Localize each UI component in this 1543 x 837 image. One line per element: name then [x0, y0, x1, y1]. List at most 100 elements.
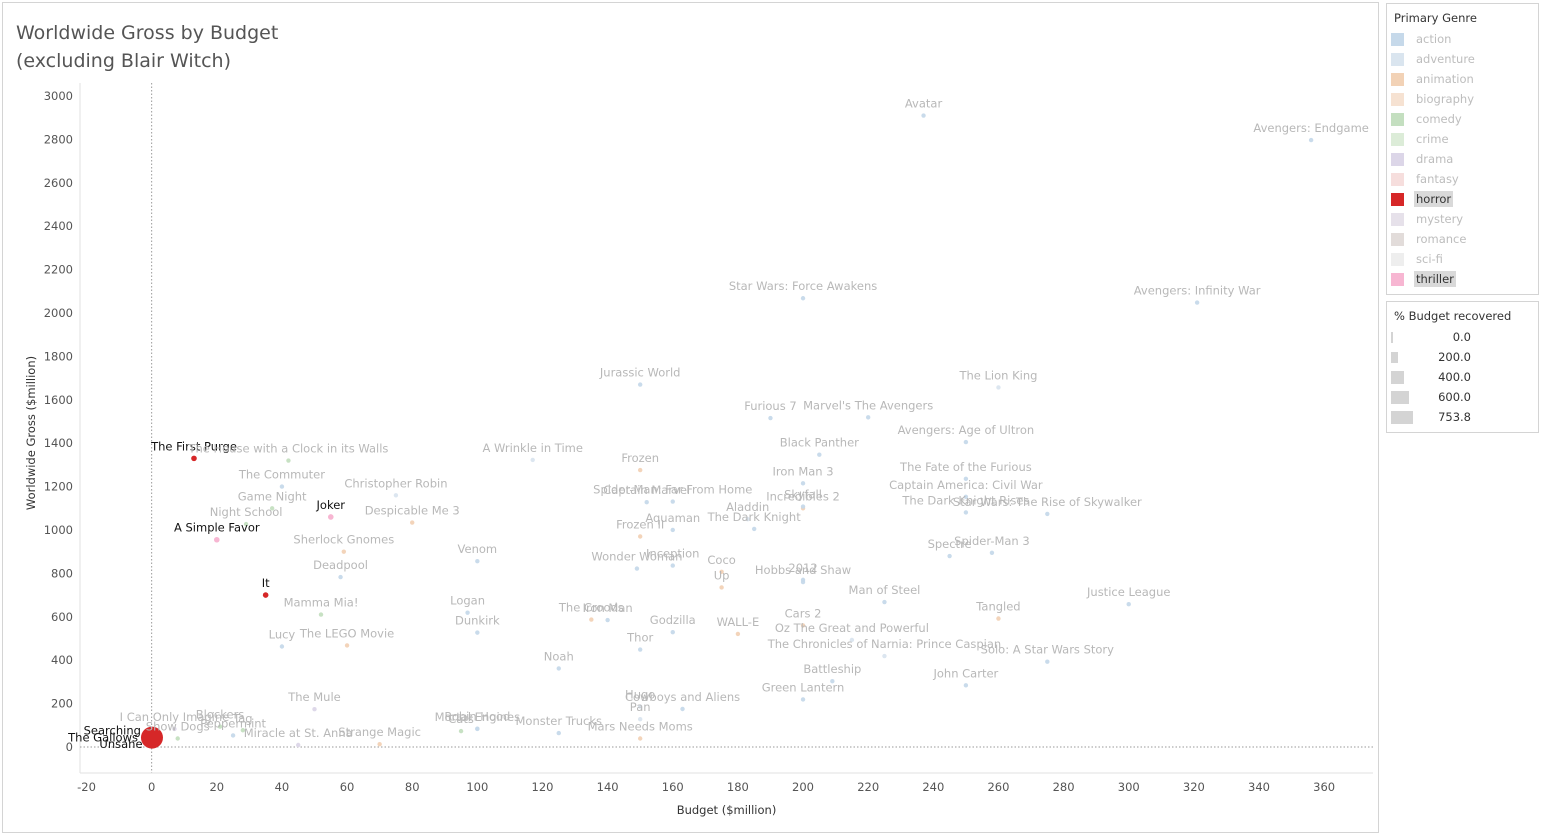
y-tick-label: 0: [66, 740, 73, 754]
data-point[interactable]: [243, 521, 249, 527]
data-point[interactable]: [1194, 300, 1200, 305]
data-point[interactable]: [393, 493, 399, 498]
data-point[interactable]: [800, 623, 806, 628]
data-point[interactable]: [140, 726, 163, 749]
legend-item-adventure[interactable]: adventure: [1387, 49, 1538, 69]
data-point[interactable]: [634, 566, 640, 571]
data-point[interactable]: [312, 707, 317, 712]
data-point[interactable]: [217, 724, 223, 729]
data-point[interactable]: [680, 706, 685, 712]
data-point[interactable]: [670, 499, 675, 504]
data-point[interactable]: [556, 666, 561, 671]
data-point[interactable]: [768, 415, 773, 421]
data-point[interactable]: [230, 733, 236, 738]
data-point[interactable]: [865, 415, 871, 420]
data-point[interactable]: [963, 476, 969, 481]
point-label: I Can Only Imagine: [120, 710, 230, 724]
data-point[interactable]: [530, 457, 535, 463]
legend-item-sci-fi[interactable]: sci-fi: [1387, 249, 1538, 269]
legend-item-action[interactable]: action: [1387, 29, 1538, 49]
data-point[interactable]: [947, 553, 952, 559]
data-point[interactable]: [279, 644, 285, 649]
data-point[interactable]: [637, 736, 643, 741]
legend-item-horror[interactable]: horror: [1387, 189, 1538, 209]
data-point[interactable]: [800, 481, 806, 486]
data-point[interactable]: [286, 458, 291, 463]
legend-item-fantasy[interactable]: fantasy: [1387, 169, 1538, 189]
data-point[interactable]: [605, 617, 610, 623]
data-point[interactable]: [719, 585, 724, 590]
data-point[interactable]: [963, 439, 969, 445]
data-point[interactable]: [1045, 659, 1050, 664]
data-point[interactable]: [996, 616, 1001, 621]
data-point[interactable]: [882, 653, 887, 659]
data-point[interactable]: [637, 647, 643, 652]
data-point[interactable]: [344, 643, 350, 648]
point-label: The House with a Clock in its Walls: [187, 442, 388, 456]
data-point[interactable]: [172, 726, 177, 732]
data-point[interactable]: [800, 697, 806, 702]
data-point[interactable]: [637, 467, 643, 473]
legend-item-thriller[interactable]: thriller: [1387, 269, 1538, 289]
data-point[interactable]: [589, 617, 594, 622]
data-point[interactable]: [240, 728, 246, 733]
data-point[interactable]: [800, 504, 806, 509]
data-point[interactable]: [475, 559, 480, 564]
data-point[interactable]: [637, 716, 643, 722]
data-point[interactable]: [963, 494, 969, 499]
data-point[interactable]: [817, 452, 822, 457]
data-point[interactable]: [849, 637, 855, 643]
legend-item-crime[interactable]: crime: [1387, 129, 1538, 149]
scatter-plot[interactable]: 0200400600800100012001400160018002000220…: [3, 3, 1380, 834]
legend-item-biography[interactable]: biography: [1387, 89, 1538, 109]
legend-item-comedy[interactable]: comedy: [1387, 109, 1538, 129]
data-point[interactable]: [670, 563, 675, 568]
legend-item-animation[interactable]: animation: [1387, 69, 1538, 89]
data-point[interactable]: [800, 579, 806, 585]
data-point[interactable]: [279, 484, 285, 489]
data-point[interactable]: [670, 527, 675, 533]
data-point[interactable]: [410, 520, 415, 525]
data-point[interactable]: [1045, 511, 1050, 517]
data-point[interactable]: [556, 730, 561, 736]
data-point[interactable]: [637, 534, 643, 539]
data-point[interactable]: [475, 630, 480, 635]
data-point[interactable]: [963, 683, 969, 688]
data-point[interactable]: [269, 506, 275, 511]
data-point[interactable]: [191, 455, 197, 462]
data-point[interactable]: [175, 736, 180, 741]
data-point[interactable]: [735, 631, 741, 637]
data-point[interactable]: [882, 599, 887, 605]
data-point[interactable]: [921, 113, 926, 118]
data-point[interactable]: [475, 726, 480, 732]
data-point[interactable]: [458, 728, 464, 734]
data-point[interactable]: [262, 592, 269, 598]
data-point[interactable]: [800, 296, 806, 301]
data-point[interactable]: [963, 510, 969, 515]
data-point[interactable]: [830, 679, 835, 684]
data-point[interactable]: [751, 526, 757, 532]
legend-item-romance[interactable]: romance: [1387, 229, 1538, 249]
data-point[interactable]: [341, 549, 347, 554]
legend-item-mystery[interactable]: mystery: [1387, 209, 1538, 229]
data-point[interactable]: [670, 629, 675, 635]
data-point[interactable]: [377, 741, 382, 747]
data-point[interactable]: [213, 536, 220, 543]
data-point[interactable]: [644, 500, 649, 505]
data-point[interactable]: [719, 569, 724, 575]
size-swatch: [1391, 410, 1413, 424]
data-point[interactable]: [989, 550, 995, 555]
data-point[interactable]: [296, 742, 301, 748]
data-point[interactable]: [996, 385, 1001, 390]
data-point[interactable]: [637, 704, 643, 709]
data-point[interactable]: [327, 514, 334, 520]
y-axis-title: Worldwide Gross ($million): [24, 356, 38, 510]
data-point[interactable]: [637, 382, 643, 387]
legend-item-drama[interactable]: drama: [1387, 149, 1538, 169]
data-point[interactable]: [465, 610, 470, 615]
data-point[interactable]: [318, 612, 324, 617]
data-point[interactable]: [338, 574, 343, 580]
data-point[interactable]: [1126, 601, 1131, 607]
data-point[interactable]: [745, 516, 750, 522]
data-point[interactable]: [1308, 137, 1314, 143]
